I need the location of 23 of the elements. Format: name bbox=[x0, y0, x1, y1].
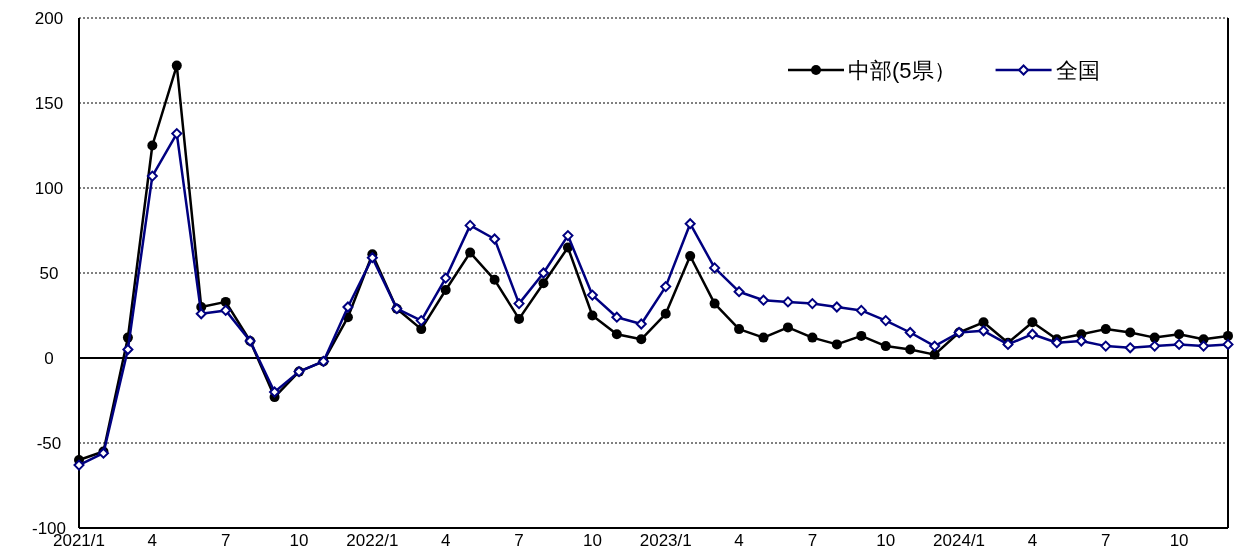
x-tick-label: 7 bbox=[1101, 531, 1111, 550]
x-tick-label: 10 bbox=[289, 531, 309, 550]
x-tick-label: 4 bbox=[734, 531, 744, 550]
y-tick-label: 0 bbox=[44, 349, 54, 368]
x-tick-label: 7 bbox=[220, 531, 231, 550]
x-tick-label: 2024/1 bbox=[933, 531, 986, 550]
x-tick-label: 10 bbox=[1169, 531, 1189, 550]
x-tick-label: 2023/1 bbox=[639, 531, 692, 550]
y-tick-label: -50 bbox=[36, 434, 62, 453]
legend-label: 中部(5県） bbox=[848, 58, 956, 83]
x-tick-label: 10 bbox=[876, 531, 896, 550]
y-tick-label: 200 bbox=[34, 9, 64, 28]
x-tick-label: 4 bbox=[1027, 531, 1038, 550]
x-tick-label: 4 bbox=[440, 531, 451, 550]
legend-label: 全国 bbox=[1055, 58, 1100, 83]
y-tick-label: 150 bbox=[34, 94, 64, 113]
x-tick-label: 4 bbox=[147, 531, 158, 550]
y-tick-label: 50 bbox=[39, 264, 59, 283]
x-tick-label: 7 bbox=[807, 531, 818, 550]
x-tick-label: 7 bbox=[514, 531, 524, 550]
y-tick-label: 100 bbox=[34, 179, 64, 198]
x-tick-label: 10 bbox=[582, 531, 602, 550]
x-tick-label: 2022/1 bbox=[346, 531, 399, 550]
